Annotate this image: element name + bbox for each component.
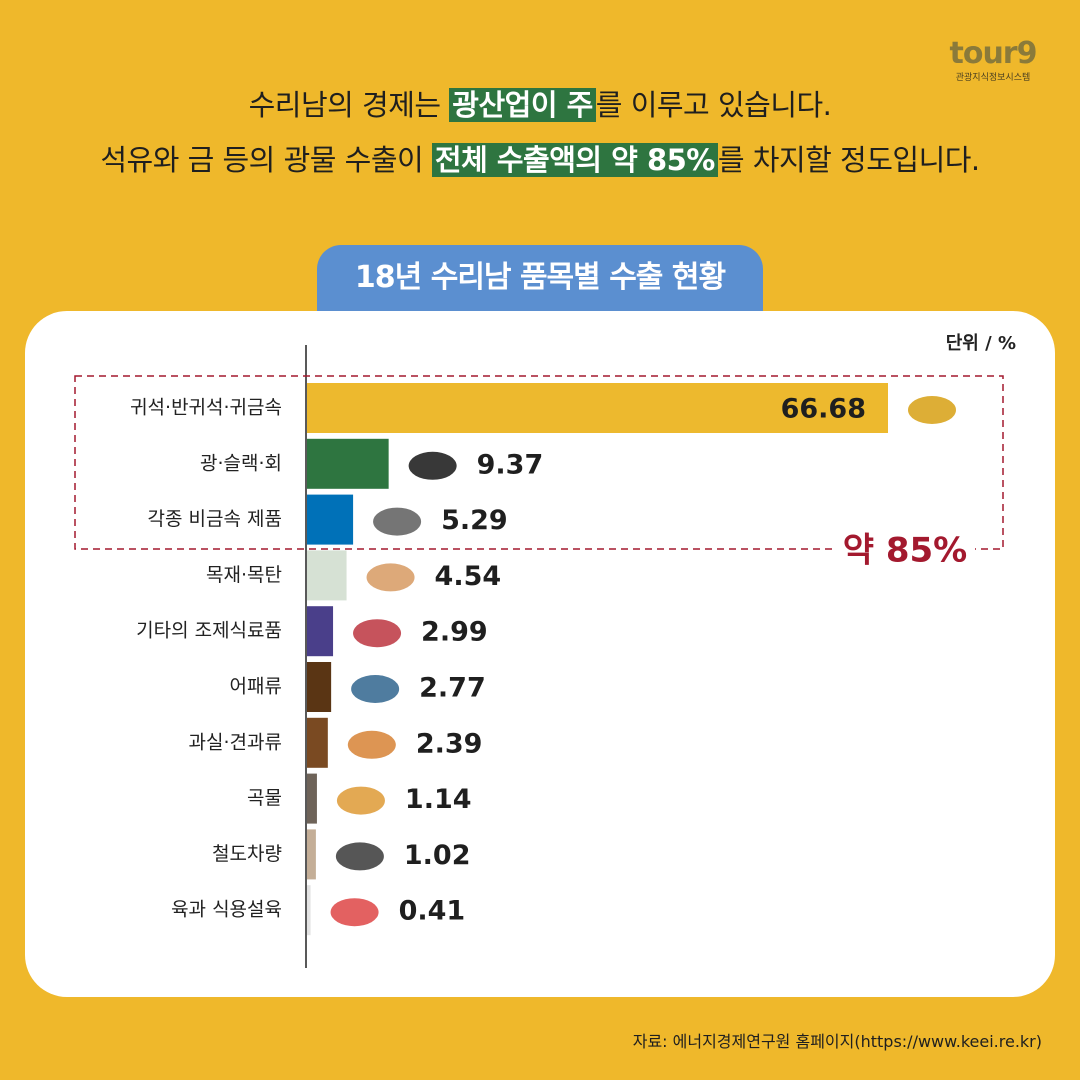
- header-highlight: 광산업이 주: [449, 88, 596, 122]
- category-label: 철도차량: [212, 843, 282, 865]
- value-label: 2.99: [421, 617, 488, 648]
- bar: [307, 494, 354, 545]
- bar: [307, 717, 328, 768]
- panel: [25, 311, 1055, 997]
- logo-subtitle: 관광지식정보시스템: [955, 73, 1031, 83]
- header-text: 를 이루고 있습니다.: [595, 88, 832, 122]
- icon: [336, 786, 385, 815]
- header-text: 를 차지할 정도입니다.: [717, 143, 980, 177]
- value-label: 1.14: [405, 784, 472, 815]
- bar: [307, 606, 334, 657]
- value-label: 2.77: [419, 673, 486, 704]
- value-label: 1.02: [404, 840, 471, 871]
- bar: [307, 383, 888, 433]
- icon: [351, 675, 400, 703]
- value-label: 5.29: [441, 505, 508, 536]
- header-text: 수리남의 경제는: [248, 88, 450, 122]
- value-label: 4.54: [435, 561, 502, 592]
- category-label: 귀석·반귀석·귀금속: [130, 397, 282, 419]
- bar: [307, 829, 316, 880]
- header-text: 석유와 금 등의 광물 수출이: [100, 143, 432, 177]
- category-label: 과실·견과류: [189, 731, 282, 753]
- value-label: 66.68: [781, 394, 866, 425]
- category-label: 기타의 조제식료품: [136, 620, 282, 642]
- chart-title: 18년 수리남 품목별 수출 현황: [317, 245, 763, 311]
- icon: [408, 451, 457, 480]
- unit-label: 단위 / %: [946, 333, 1016, 354]
- header-line: 석유와 금 등의 광물 수출이 전체 수출액의 약 85% 를 차지할 정도입니다…: [0, 137, 1080, 179]
- icon: [908, 396, 956, 424]
- highlight-box: [74, 375, 1004, 550]
- category-label: 각종 비금속 제품: [148, 508, 282, 530]
- value-label: 9.37: [477, 449, 544, 480]
- annotation: 약 85%: [843, 531, 968, 571]
- category-label: 곡물: [247, 787, 282, 809]
- bar: [307, 438, 389, 489]
- category-label: 광·슬랙·회: [200, 452, 282, 474]
- bar: [307, 662, 332, 712]
- annotation-bg: [835, 530, 975, 570]
- category-label: 목재·목탄: [206, 564, 282, 586]
- icon: [335, 842, 384, 871]
- icon: [366, 563, 415, 592]
- bar: [307, 885, 311, 936]
- icon: [353, 619, 402, 648]
- logo: tour9 관광지식정보시스템: [938, 36, 1048, 84]
- bar: [307, 773, 317, 824]
- icon: [330, 898, 379, 927]
- icon: [347, 730, 396, 759]
- category-label: 어패류: [230, 676, 282, 698]
- value-label: 2.39: [416, 728, 483, 759]
- logo-name: tour9: [949, 36, 1038, 71]
- header-highlight: 전체 수출액의 약 85%: [431, 143, 718, 177]
- icon: [373, 507, 422, 536]
- source: 자료: 에너지경제연구원 홈페이지(https://www.keei.re.kr…: [632, 1032, 1042, 1051]
- value-label: 0.41: [399, 896, 466, 927]
- category-label: 육과 식용설육: [171, 899, 282, 921]
- bar: [307, 550, 347, 601]
